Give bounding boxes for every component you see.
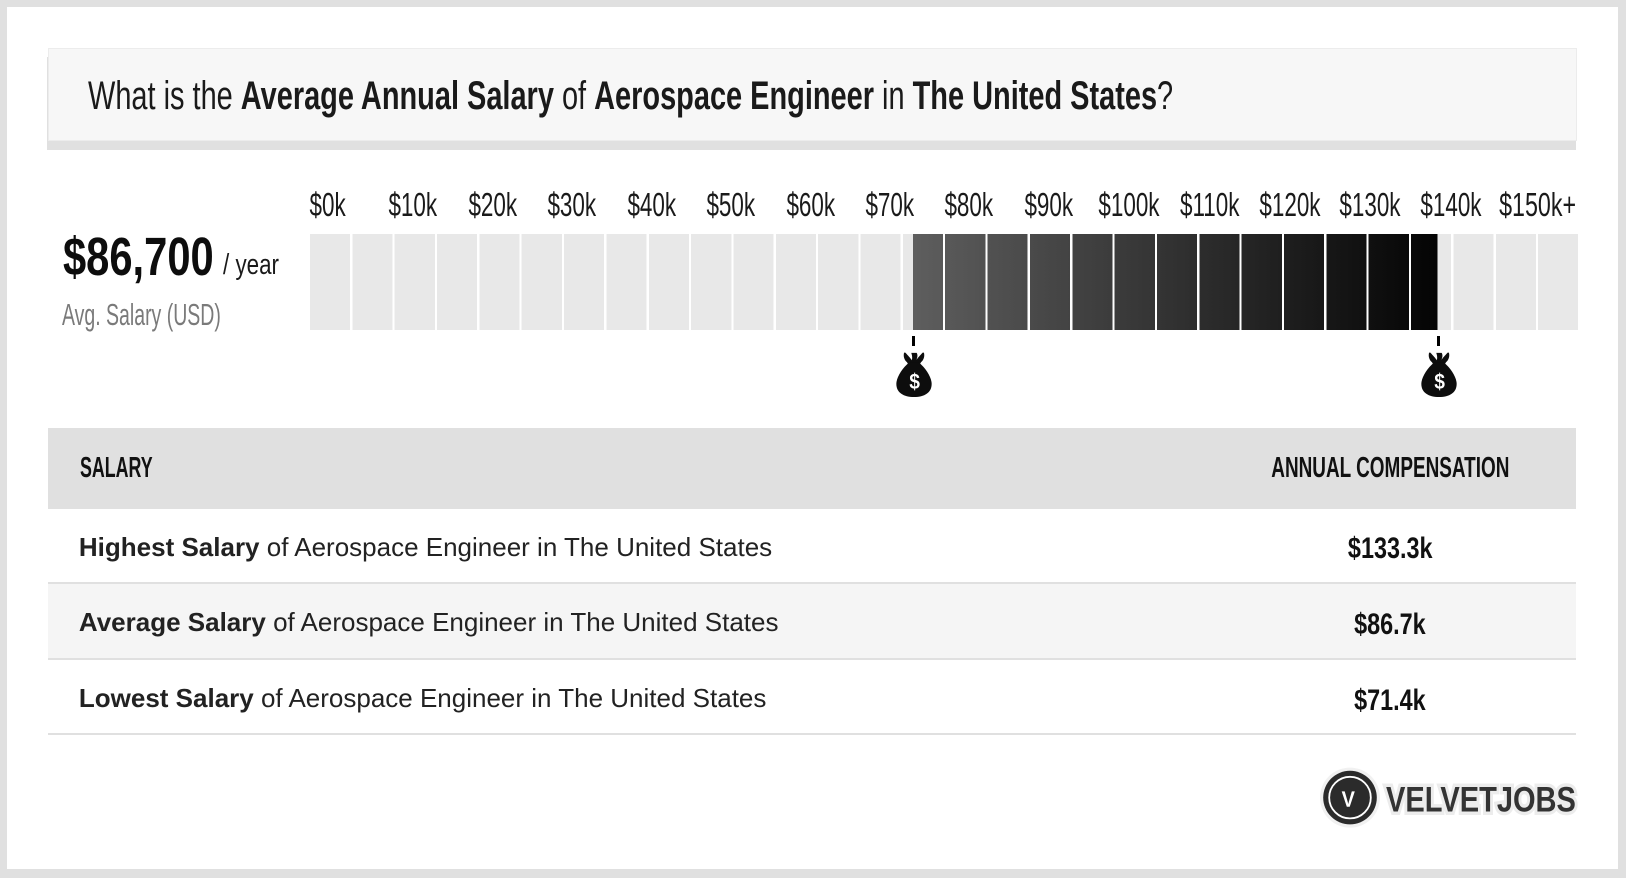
svg-text:VELVETJOBS: VELVETJOBS [1386,780,1576,819]
